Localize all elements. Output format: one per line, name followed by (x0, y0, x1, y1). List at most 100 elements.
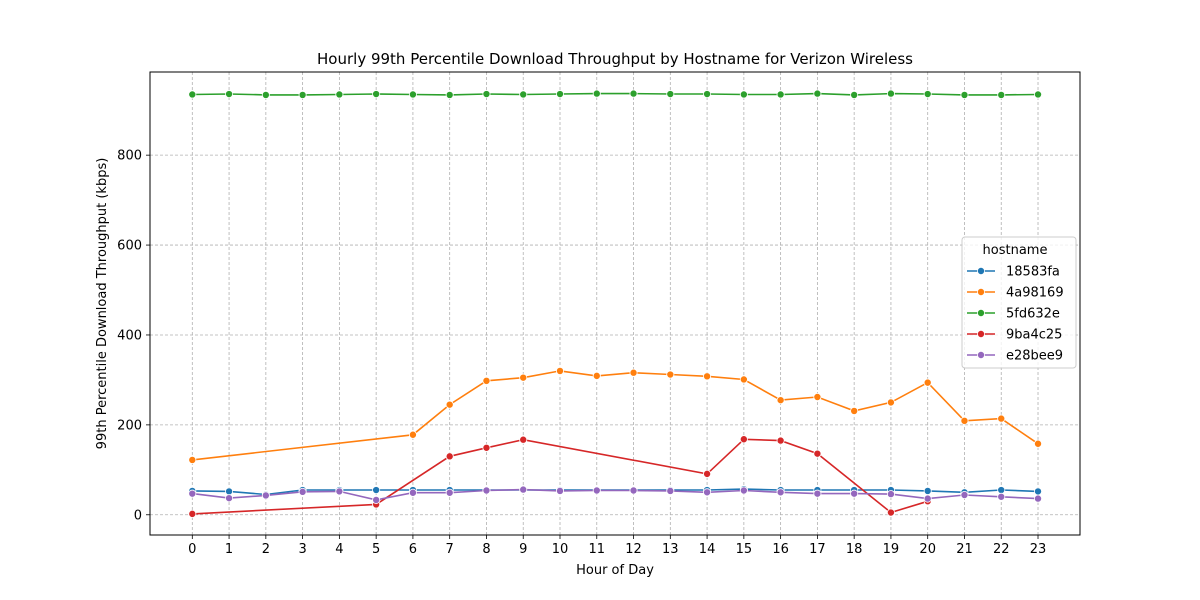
data-point (408, 90, 417, 99)
legend-marker-swatch (977, 308, 986, 317)
data-point (445, 488, 454, 497)
legend-label: 9ba4c25 (1006, 328, 1062, 343)
data-point (445, 90, 454, 99)
legend-item-5fd632e: 5fd632e (967, 307, 1060, 322)
data-point (739, 375, 748, 384)
data-point (703, 90, 712, 99)
data-point (298, 90, 307, 99)
data-point (997, 492, 1006, 501)
legend-marker-swatch (977, 329, 986, 338)
data-point (372, 486, 381, 495)
data-point (629, 89, 638, 98)
x-tick-label: 3 (298, 542, 306, 557)
data-point (408, 488, 417, 497)
data-point (556, 486, 565, 495)
x-tick-label: 23 (1030, 542, 1047, 557)
data-point (1034, 90, 1043, 99)
x-tick-label: 13 (662, 542, 679, 557)
data-point (261, 491, 270, 500)
data-point (519, 90, 528, 99)
x-tick-label: 4 (335, 542, 343, 557)
data-point (813, 449, 822, 458)
data-point (886, 490, 895, 499)
data-point (372, 90, 381, 99)
y-tick-label: 400 (117, 328, 142, 343)
chart-title: Hourly 99th Percentile Download Throughp… (317, 50, 913, 68)
data-point (703, 372, 712, 381)
data-point (813, 489, 822, 498)
y-axis-ticks: 0 200 400 600 800 (117, 149, 150, 523)
x-tick-label: 10 (552, 542, 569, 557)
data-point (225, 90, 234, 99)
data-point (960, 416, 969, 425)
plot-frame (149, 71, 1081, 536)
data-point (225, 487, 234, 496)
data-point (482, 486, 491, 495)
data-point (592, 89, 601, 98)
data-point (923, 378, 932, 387)
x-tick-label: 9 (519, 542, 527, 557)
data-point (666, 486, 675, 495)
x-tick-label: 15 (736, 542, 753, 557)
data-point (1034, 439, 1043, 448)
data-point (960, 490, 969, 499)
series-5fd632e (188, 89, 1043, 99)
data-point (519, 435, 528, 444)
x-tick-label: 17 (809, 542, 826, 557)
data-point (666, 90, 675, 99)
x-tick-label: 12 (625, 542, 642, 557)
legend-items: 18583fa 4a98169 5fd632e 9ba4c25 e28bee9 (967, 265, 1064, 364)
legend: hostname 18583fa 4a98169 5fd632e 9ba4c25 e28… (961, 236, 1077, 369)
data-point (188, 90, 197, 99)
y-tick-label: 800 (117, 149, 142, 164)
series-layer (188, 89, 1043, 518)
legend-marker-swatch (977, 350, 986, 359)
data-point (703, 469, 712, 478)
x-tick-label: 21 (956, 542, 973, 557)
data-point (813, 392, 822, 401)
data-point (592, 486, 601, 495)
data-point (1034, 494, 1043, 503)
data-point (850, 406, 859, 415)
y-tick-label: 200 (117, 418, 142, 433)
y-tick-label: 0 (134, 508, 142, 523)
data-point (445, 452, 454, 461)
data-point (482, 443, 491, 452)
x-tick-label: 11 (588, 542, 605, 557)
legend-box (961, 236, 1077, 369)
data-point (886, 508, 895, 517)
legend-marker-swatch (977, 287, 986, 296)
legend-label: 18583fa (1006, 265, 1060, 280)
series-line (192, 92, 1039, 96)
data-point (188, 489, 197, 498)
series-line (192, 488, 1039, 501)
legend-marker-swatch (977, 266, 986, 275)
data-point (997, 90, 1006, 99)
data-point (519, 373, 528, 382)
x-tick-label: 2 (262, 542, 270, 557)
data-point (813, 89, 822, 98)
legend-item-e28bee9: e28bee9 (967, 349, 1063, 364)
data-point (335, 90, 344, 99)
data-point (960, 90, 969, 99)
data-point (703, 488, 712, 497)
data-point (739, 486, 748, 495)
data-point (923, 486, 932, 495)
y-tick-label: 600 (117, 239, 142, 254)
data-point (666, 370, 675, 379)
x-tick-label: 18 (846, 542, 863, 557)
data-point (188, 455, 197, 464)
legend-item-9ba4c25: 9ba4c25 (967, 328, 1062, 343)
data-point (629, 486, 638, 495)
data-point (445, 400, 454, 409)
data-point (261, 90, 270, 99)
data-point (776, 436, 785, 445)
data-point (739, 90, 748, 99)
x-tick-label: 0 (188, 542, 196, 557)
x-tick-label: 16 (772, 542, 789, 557)
data-point (776, 488, 785, 497)
data-point (850, 90, 859, 99)
legend-item-4a98169: 4a98169 (967, 286, 1064, 301)
data-point (886, 89, 895, 98)
